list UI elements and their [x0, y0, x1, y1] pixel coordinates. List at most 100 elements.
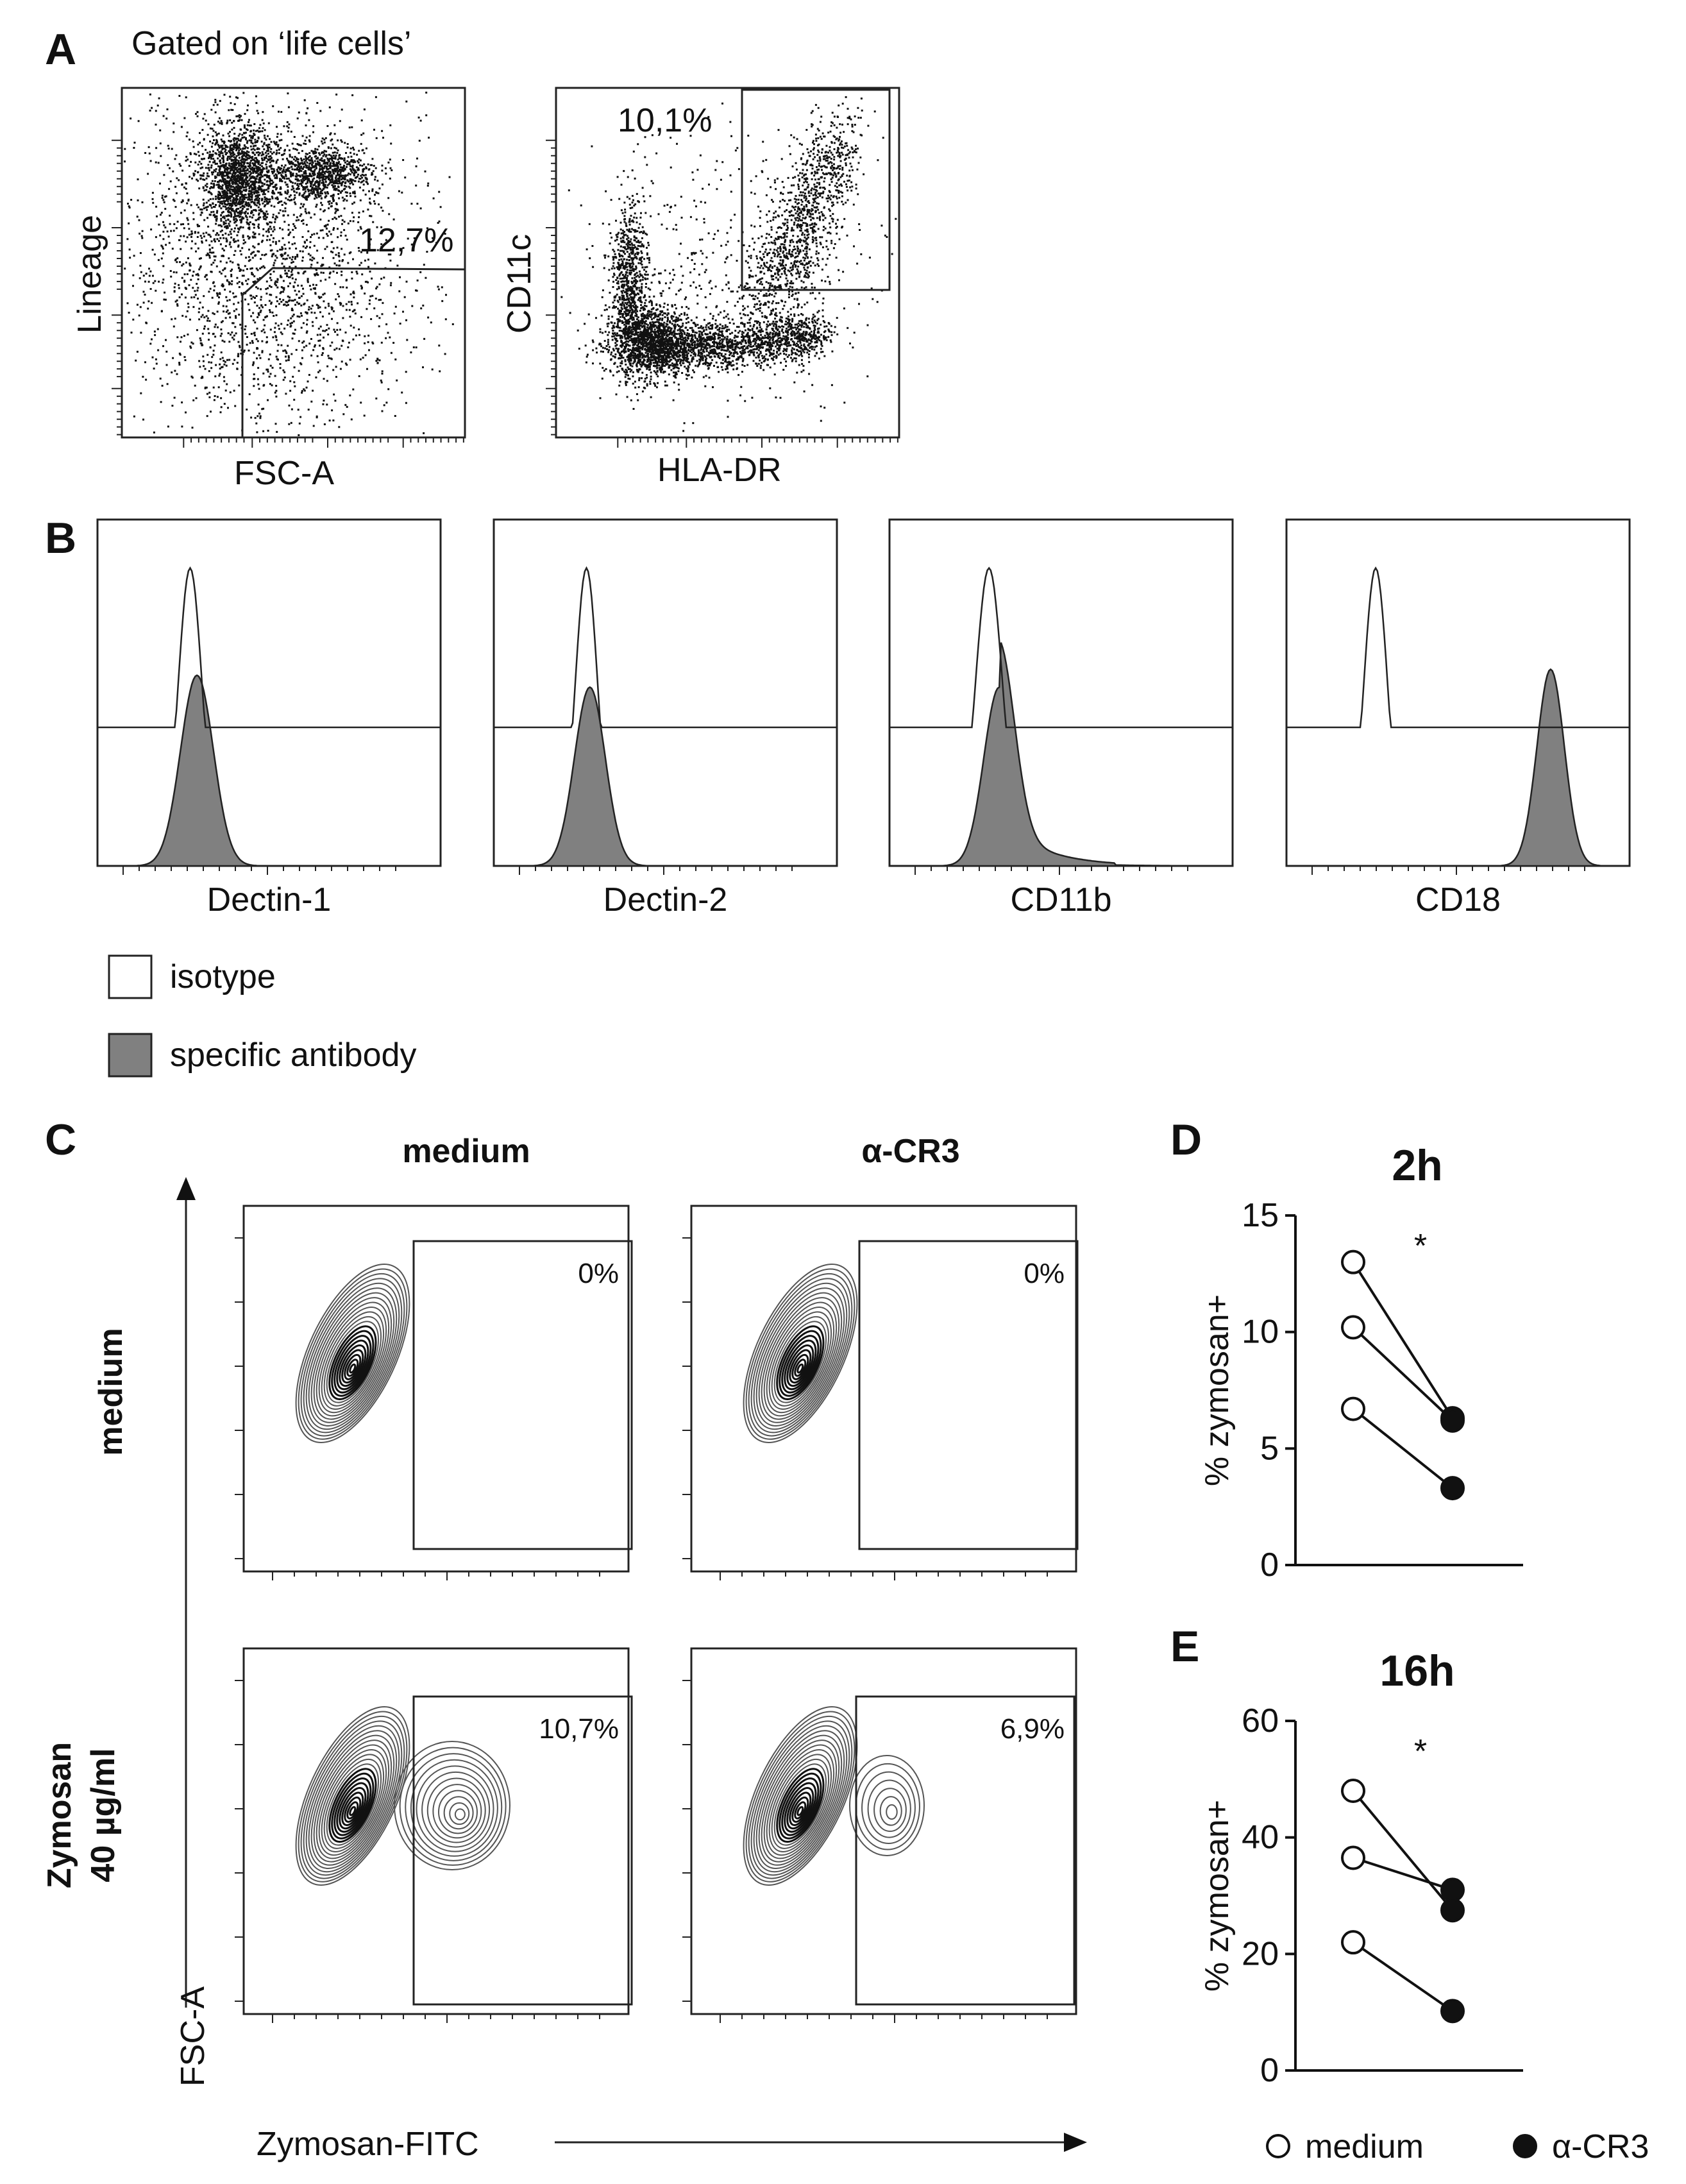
panel-label-d: D — [1170, 1115, 1202, 1164]
isotype-curve — [889, 566, 1233, 729]
legend-marker-medium — [1266, 2134, 1290, 2158]
specific-antibody-curve — [97, 674, 441, 867]
histogram-label: Dectin-1 — [207, 881, 332, 918]
panel-a-title: Gated on ‘life cells’ — [131, 25, 411, 62]
point-acr3 — [1440, 1877, 1465, 1902]
y-tick-label: 40 — [1242, 1819, 1279, 1856]
point-acr3 — [1440, 1999, 1465, 2024]
histogram-cd18: CD18 — [1285, 518, 1631, 918]
y-axis-label-fsc: FSC-A — [174, 1986, 212, 2087]
histogram-dectin-1: Dectin-1 — [96, 518, 442, 918]
series-line — [1352, 1790, 1454, 1911]
legend-label-medium: medium — [1305, 2128, 1424, 2165]
x-axis-label-zymosan-fitc: Zymosan-FITC — [257, 2126, 479, 2163]
gate-percentage: 10,7% — [539, 1713, 619, 1745]
series-line — [1352, 1941, 1454, 2012]
y-tick-label: 20 — [1242, 1935, 1279, 1972]
point-acr3 — [1440, 1408, 1465, 1433]
row-label-medium: medium — [92, 1328, 130, 1455]
isotype-curve — [1286, 566, 1630, 729]
scatter-plot-lineage-fsc: 12,7% FSC-A Lineage — [71, 87, 466, 492]
column-header-acr3: α-CR3 — [861, 1133, 959, 1170]
scatter-plot-cd11c-hladr: 10,1% HLA-DR CD11c — [501, 87, 900, 489]
point-acr3 — [1440, 1476, 1465, 1501]
legend-marker-acr3 — [1513, 2134, 1537, 2158]
contour-plot-1: 0% — [682, 1205, 1079, 1580]
gate-rectangle — [855, 1695, 1075, 2006]
histogram-label: CD11b — [1010, 881, 1111, 918]
plot-frame — [242, 1647, 630, 2015]
gate-percentage: 12,7% — [359, 222, 453, 259]
gate-percentage: 0% — [578, 1258, 619, 1289]
plot-frame — [690, 1647, 1077, 2015]
y-axis-label: % zymosan+ — [1199, 1800, 1236, 1992]
series-line — [1352, 1261, 1454, 1419]
legend-label-acr3: α-CR3 — [1552, 2128, 1649, 2165]
plot-frame — [96, 518, 442, 867]
isotype-curve — [494, 566, 837, 729]
gate-percentage: 6,9% — [1000, 1713, 1065, 1745]
y-tick-label: 60 — [1242, 1702, 1279, 1740]
y-tick-label: 10 — [1242, 1314, 1279, 1351]
chart-16h: 16h 0 20 40 60 % zymosan+ * — [1199, 1646, 1523, 2089]
gate-rectangle — [412, 1695, 633, 2006]
gate-rectangle — [741, 89, 891, 291]
gate-rectangle — [858, 1240, 1079, 1550]
row-label-concentration: 40 µg/ml — [85, 1748, 122, 1882]
isotype-curve — [97, 566, 441, 729]
specific-antibody-curve — [494, 686, 837, 867]
histogram-cd11b: CD11b — [888, 518, 1234, 918]
histogram-label: Dectin-2 — [603, 881, 728, 918]
series-line — [1352, 1326, 1454, 1422]
point-medium — [1341, 1779, 1365, 1803]
plot-frame — [555, 87, 900, 439]
y-tick-label: 0 — [1260, 2052, 1279, 2089]
chart-title: 2h — [1392, 1141, 1442, 1190]
legend-panel-de: medium α-CR3 — [1266, 2128, 1649, 2165]
legend-label-isotype: isotype — [170, 958, 276, 995]
histogram-label: CD18 — [1415, 881, 1501, 918]
chart-2h: 2h 0 5 10 15 % zymosan+ * — [1199, 1141, 1523, 1584]
legend-panel-b: isotype specific antibody — [108, 954, 416, 1078]
contour-plot-3: 6,9% — [682, 1647, 1077, 2023]
point-medium — [1341, 1396, 1365, 1421]
significance-marker: * — [1414, 1228, 1427, 1265]
x-axis-label: HLA-DR — [657, 452, 782, 489]
scatter-dots — [561, 96, 897, 432]
point-medium — [1341, 1315, 1365, 1340]
histogram-dectin-2: Dectin-2 — [493, 518, 838, 918]
column-header-medium: medium — [402, 1133, 530, 1170]
point-medium — [1341, 1930, 1365, 1955]
significance-marker: * — [1414, 1733, 1427, 1770]
legend-swatch-specific-antibody — [108, 1033, 153, 1078]
plot-frame — [121, 87, 466, 439]
contour-plot-grid: 0% 0% 10,7% 6,9% — [235, 1205, 1079, 2023]
point-medium — [1341, 1845, 1365, 1870]
row-label-zymosan: Zymosan — [41, 1742, 78, 1888]
panel-label-b: B — [45, 514, 76, 563]
y-tick-label: 15 — [1242, 1197, 1279, 1234]
legend-swatch-isotype — [108, 954, 153, 999]
panel-label-a: A — [45, 25, 76, 74]
legend-label-specific-antibody: specific antibody — [170, 1037, 416, 1074]
axis-ticks — [546, 139, 898, 448]
series-line — [1352, 1408, 1454, 1489]
contour-plot-0: 0% — [235, 1205, 633, 1580]
plot-frame — [888, 518, 1234, 867]
gate-polygon — [241, 267, 466, 437]
contour-plot-2: 10,7% — [235, 1647, 633, 2023]
plot-frame — [1285, 518, 1631, 867]
point-medium — [1341, 1249, 1365, 1274]
gate-percentage: 0% — [1024, 1258, 1065, 1289]
chart-title: 16h — [1379, 1646, 1454, 1695]
series-line — [1353, 1856, 1453, 1892]
y-axis-label: CD11c — [501, 234, 538, 334]
y-tick-label: 5 — [1260, 1430, 1279, 1467]
panel-label-c: C — [45, 1115, 76, 1164]
scatter-dots — [124, 91, 454, 436]
plot-frame — [493, 518, 838, 867]
axis-ticks — [112, 139, 464, 448]
y-tick-label: 0 — [1260, 1546, 1279, 1584]
plot-frame — [242, 1205, 630, 1573]
